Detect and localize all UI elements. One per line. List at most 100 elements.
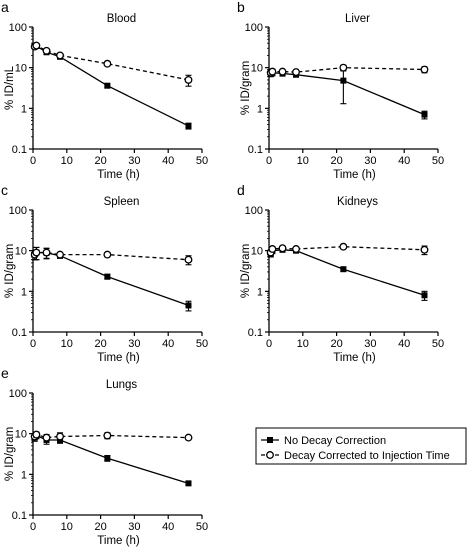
y-tick-label: 1 — [21, 103, 27, 115]
y-tick-label: 10 — [251, 63, 263, 75]
panel-letter: c — [1, 182, 8, 198]
panel-letter: b — [237, 0, 245, 15]
legend: No Decay Correction Decay Corrected to In… — [255, 427, 467, 465]
x-tick-label: 20 — [94, 521, 106, 533]
x-tick-label: 20 — [330, 338, 342, 350]
panel-title: Lungs — [106, 379, 138, 391]
data-point — [42, 46, 51, 55]
y-tick-label: 100 — [245, 22, 263, 34]
legend-item: No Decay Correction — [261, 435, 386, 447]
data-point — [103, 431, 112, 440]
data-point — [268, 245, 277, 253]
data-point — [278, 67, 287, 76]
x-tick-label: 0 — [30, 155, 36, 167]
x-tick-label: 10 — [61, 338, 73, 350]
x-tick-label: 10 — [297, 155, 309, 167]
y-tick-label: 0.1 — [248, 144, 263, 156]
y-tick-label: 1 — [257, 286, 263, 298]
data-point — [184, 75, 193, 84]
legend-item: Decay Corrected to Injection Time — [261, 450, 450, 462]
y-tick-label: 10 — [15, 429, 27, 441]
panel-letter: a — [1, 0, 9, 15]
x-tick-label: 20 — [330, 155, 342, 167]
x-tick-label: 40 — [162, 338, 174, 350]
data-point — [104, 455, 111, 462]
data-point — [185, 122, 192, 129]
data-point — [185, 302, 192, 309]
y-axis-label: % ID/gram — [240, 61, 252, 115]
y-tick-label: 100 — [245, 205, 263, 217]
panel-title: Kidneys — [337, 196, 378, 208]
data-point — [340, 77, 347, 84]
x-tick-label: 40 — [398, 155, 410, 167]
y-tick-label: 1 — [21, 286, 27, 298]
x-tick-label: 30 — [128, 521, 140, 533]
x-tick-label: 0 — [30, 338, 36, 350]
x-axis-label: Time (h) — [97, 169, 140, 181]
y-tick-label: 100 — [9, 388, 27, 400]
data-point — [339, 63, 348, 72]
x-tick-label: 50 — [432, 338, 444, 350]
panel-a: 0.1 1 10 100 0 10 20 30 40 50 Time (h) % ID/mL Blood… — [1, 0, 208, 181]
x-axis-label: Time (h) — [97, 535, 140, 547]
x-tick-label: 10 — [297, 338, 309, 350]
y-tick-label: 1 — [257, 103, 263, 115]
legend-box — [255, 427, 467, 465]
panel-title: Liver — [345, 13, 370, 25]
x-tick-label: 50 — [196, 155, 208, 167]
x-tick-label: 50 — [432, 155, 444, 167]
panel-letter: e — [1, 365, 9, 381]
data-point — [292, 245, 300, 253]
panel-title: Blood — [107, 13, 136, 25]
data-point — [42, 248, 51, 257]
panel-c: 0.1 1 10 100 0 10 20 30 40 50 Time (h) % ID/gram Spl… — [1, 182, 208, 364]
x-tick-label: 30 — [364, 155, 376, 167]
x-tick-label: 30 — [128, 155, 140, 167]
y-tick-label: 0.1 — [12, 327, 27, 339]
y-tick-label: 100 — [9, 205, 27, 217]
series-line-no-decay — [270, 72, 425, 116]
data-point — [104, 273, 111, 280]
data-point — [268, 67, 277, 76]
x-tick-label: 0 — [266, 155, 272, 167]
data-point — [104, 82, 111, 89]
x-tick-label: 30 — [128, 338, 140, 350]
x-tick-label: 30 — [364, 338, 376, 350]
legend-label: Decay Corrected to Injection Time — [284, 450, 450, 462]
data-point — [185, 480, 192, 487]
y-tick-label: 100 — [9, 22, 27, 34]
data-point — [32, 430, 41, 439]
data-point — [56, 432, 64, 441]
y-axis-label: % ID/gram — [4, 427, 16, 481]
y-tick-label: 0.1 — [12, 144, 27, 156]
data-point — [42, 433, 51, 442]
data-point — [184, 255, 193, 264]
x-tick-label: 0 — [266, 338, 272, 350]
data-point — [32, 41, 41, 50]
legend-marker — [267, 437, 273, 443]
panel-letter: d — [237, 182, 245, 198]
x-tick-label: 20 — [94, 155, 106, 167]
series-line-no-decay — [270, 249, 425, 296]
x-tick-label: 20 — [94, 338, 106, 350]
data-point — [56, 250, 64, 259]
x-tick-label: 40 — [398, 338, 410, 350]
data-point — [340, 266, 347, 273]
data-point — [184, 433, 193, 442]
y-tick-label: 10 — [15, 63, 27, 75]
data-point — [420, 245, 429, 254]
y-tick-label: 10 — [15, 246, 27, 258]
x-tick-label: 10 — [61, 521, 73, 533]
series-line-no-decay — [34, 251, 189, 307]
y-tick-label: 10 — [251, 246, 263, 258]
y-tick-label: 0.1 — [248, 327, 263, 339]
y-axis-label: % ID/gram — [240, 244, 252, 298]
legend-marker — [266, 451, 274, 459]
panel-b: 0.1 1 10 100 0 10 20 30 40 50 Time (h) % ID/gram Liv… — [237, 0, 444, 181]
data-point — [56, 51, 64, 60]
y-tick-label: 1 — [21, 469, 27, 481]
x-axis-label: Time (h) — [333, 352, 376, 364]
data-point — [103, 59, 112, 68]
legend-label: No Decay Correction — [284, 435, 386, 447]
